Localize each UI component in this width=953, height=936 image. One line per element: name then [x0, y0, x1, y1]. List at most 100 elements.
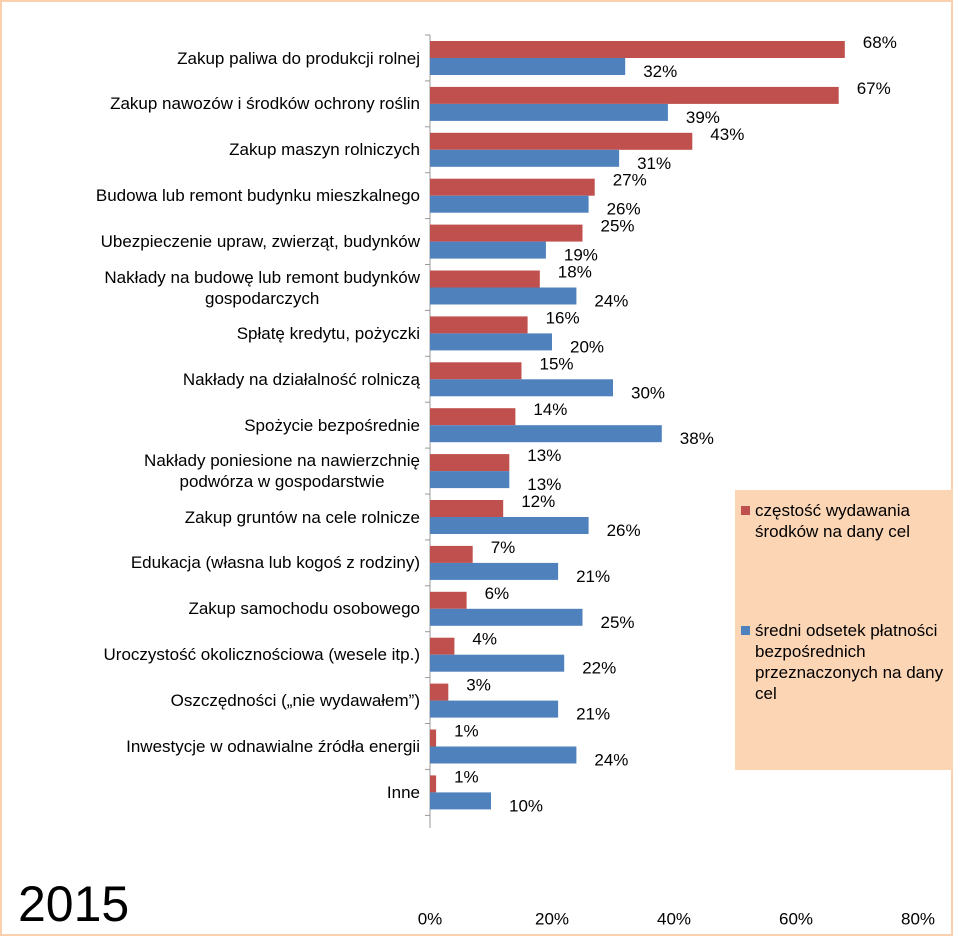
category-label: Inne: [386, 782, 420, 802]
value-label: 43%: [710, 125, 744, 144]
bar: [430, 149, 620, 167]
bar: [430, 471, 510, 489]
bar: [430, 591, 467, 609]
value-label: 25%: [601, 217, 635, 236]
value-label: 68%: [863, 33, 897, 52]
bar: [430, 454, 510, 472]
legend-text: częstość wydawania środków na dany cel: [755, 501, 910, 541]
value-label: 39%: [686, 108, 720, 127]
category-label: Edukacja (własna lub kogoś z rodziny): [130, 553, 420, 573]
bar: [430, 654, 565, 672]
category-label: Spłatę kredytu, pożyczki: [236, 323, 420, 343]
value-label: 24%: [594, 750, 628, 769]
bar: [430, 379, 613, 397]
value-label: 13%: [527, 475, 561, 494]
value-label: 20%: [570, 337, 604, 356]
x-tick-label: 0%: [418, 909, 443, 928]
category-label: Nakłady na działalność rolniczą: [182, 369, 420, 389]
value-label: 12%: [521, 492, 555, 511]
value-label: 22%: [582, 659, 616, 678]
bar: [430, 425, 662, 443]
bar: [430, 195, 589, 213]
value-label: 6%: [485, 584, 510, 603]
bar: [430, 58, 626, 75]
bar: [430, 41, 845, 58]
bar: [430, 637, 455, 655]
value-label: 21%: [576, 705, 610, 724]
value-label: 24%: [594, 291, 628, 310]
value-label: 67%: [857, 79, 891, 98]
category-label: Uroczystość okolicznościowa (wesele itp.…: [103, 645, 421, 665]
bar: [430, 792, 491, 810]
value-label: 32%: [643, 62, 677, 81]
legend-text: średni odsetek płatności bezpośrednich p…: [755, 621, 944, 703]
bar: [430, 775, 437, 793]
category-label: Zakup nawozów i środków ochrony roślin: [110, 94, 420, 114]
bar: [430, 132, 693, 150]
category-label: Inwestycje w odnawialne źródła energii: [126, 737, 420, 756]
category-label: Zakup samochodu osobowego: [188, 599, 420, 619]
bar: [430, 729, 437, 747]
value-label: 16%: [546, 308, 580, 327]
bar: [430, 362, 522, 380]
value-label: 10%: [509, 796, 543, 815]
value-label: 25%: [601, 613, 635, 632]
legend-item: częstość wydawania środków na dany cel: [741, 500, 949, 542]
value-label: 26%: [607, 521, 641, 540]
category-label: Nakłady na budowę lub remont budynków go…: [104, 267, 420, 308]
bar: [430, 746, 577, 764]
bar: [430, 683, 449, 701]
value-label: 13%: [527, 446, 561, 465]
bar: [430, 545, 473, 563]
bar: [430, 316, 528, 334]
category-label: Zakup maszyn rolniczych: [229, 140, 420, 160]
category-label: Zakup paliwa do produkcji rolnej: [177, 48, 420, 68]
bar: [430, 287, 577, 305]
value-label: 27%: [613, 171, 647, 190]
value-label: 15%: [540, 354, 574, 373]
category-label: Spożycie bezpośrednie: [244, 415, 420, 435]
category-label: Ubezpieczenie upraw, zwierząt, budynków: [100, 232, 420, 252]
value-label: 1%: [454, 721, 479, 740]
category-label: Budowa lub remont budynku mieszkalnego: [95, 186, 420, 206]
bar: [430, 700, 559, 718]
legend-swatch: [741, 626, 750, 635]
bar: [430, 333, 552, 351]
bar: [430, 270, 540, 288]
bar: [430, 241, 546, 259]
value-label: 7%: [491, 538, 516, 557]
category-label: Nakłady poniesione na nawierzchnię podwó…: [144, 451, 420, 492]
bar: [430, 517, 589, 534]
value-label: 21%: [576, 567, 610, 586]
value-label: 14%: [533, 400, 567, 419]
value-label: 1%: [454, 767, 479, 786]
value-label: 38%: [680, 429, 714, 448]
category-label: Oszczędności („nie wydawałem”): [170, 691, 420, 711]
x-tick-label: 60%: [779, 909, 813, 928]
value-label: 31%: [637, 154, 671, 173]
bar: [430, 608, 583, 626]
value-label: 4%: [472, 630, 497, 649]
bar: [430, 224, 583, 242]
bar: [430, 500, 504, 517]
x-tick-label: 40%: [657, 909, 691, 928]
value-label: 26%: [607, 200, 641, 219]
value-label: 3%: [466, 676, 491, 695]
bar: [430, 562, 559, 580]
value-label: 30%: [631, 383, 665, 402]
category-label: Zakup gruntów na cele rolnicze: [184, 507, 420, 527]
value-label: 18%: [558, 262, 592, 281]
legend: częstość wydawania środków na dany cel śr…: [735, 490, 953, 770]
bar: [430, 103, 668, 121]
legend-item: średni odsetek płatności bezpośrednich p…: [741, 620, 949, 704]
value-label: 19%: [564, 246, 598, 265]
x-tick-label: 80%: [901, 909, 935, 928]
bar: [430, 408, 516, 426]
bar: [430, 86, 839, 104]
year-label: 2015: [18, 876, 130, 932]
bar: [430, 178, 595, 196]
x-tick-label: 20%: [535, 909, 569, 928]
